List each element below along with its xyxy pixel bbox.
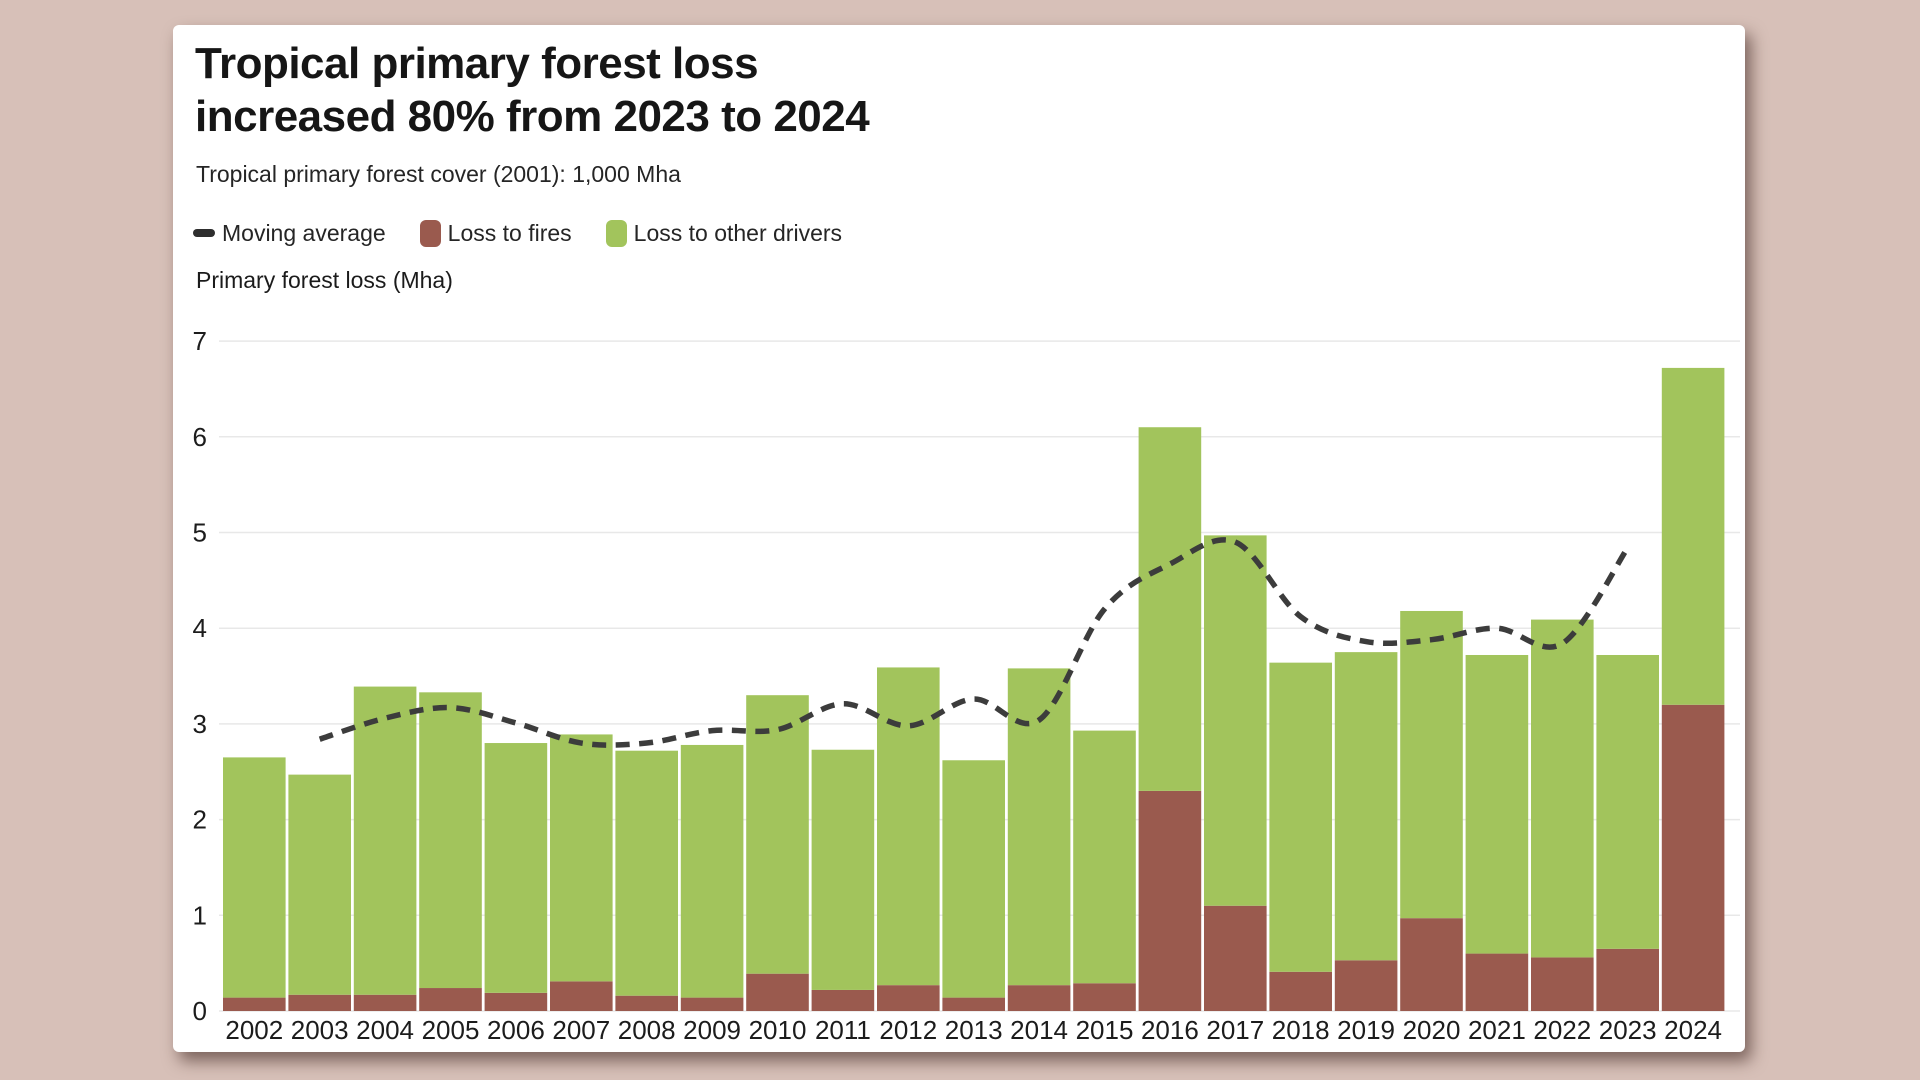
- bar-other-drivers-2004: [353, 686, 417, 995]
- x-tick-label-2020: 2020: [1403, 1015, 1461, 1045]
- bar-other-drivers-2010: [746, 695, 809, 974]
- x-tick-label-2023: 2023: [1599, 1015, 1657, 1045]
- x-tick-label-2003: 2003: [291, 1015, 349, 1045]
- bar-other-drivers-2005: [419, 692, 482, 989]
- x-tick-label-2021: 2021: [1468, 1015, 1526, 1045]
- y-tick-label-5: 5: [193, 518, 207, 548]
- bar-other-drivers-2012: [877, 667, 940, 986]
- bar-fires-2017: [1204, 905, 1267, 1011]
- bar-other-drivers-2011: [811, 749, 875, 990]
- bar-fires-2002: [223, 997, 286, 1011]
- bar-fires-2016: [1138, 790, 1202, 1011]
- bar-other-drivers-2007: [550, 734, 613, 982]
- bar-fires-2024: [1661, 704, 1725, 1011]
- x-tick-label-2004: 2004: [356, 1015, 414, 1045]
- bar-fires-2007: [550, 981, 613, 1011]
- bar-other-drivers-2015: [1073, 730, 1136, 984]
- legend-label-loss-to-fires: Loss to fires: [447, 219, 572, 246]
- y-tick-label-2: 2: [193, 805, 207, 835]
- bar-fires-2011: [811, 989, 875, 1011]
- bar-fires-2020: [1400, 918, 1463, 1011]
- x-tick-label-2022: 2022: [1533, 1015, 1591, 1045]
- bar-fires-2015: [1073, 983, 1136, 1011]
- bar-other-drivers-2006: [484, 743, 548, 993]
- bar-other-drivers-2023: [1596, 654, 1659, 949]
- x-tick-label-2005: 2005: [422, 1015, 480, 1045]
- y-tick-label-3: 3: [193, 709, 207, 739]
- bar-other-drivers-2021: [1465, 654, 1529, 954]
- x-tick-label-2014: 2014: [1010, 1015, 1068, 1045]
- moving-average-line: [318, 537, 1630, 748]
- x-tick-label-2019: 2019: [1337, 1015, 1395, 1045]
- bar-other-drivers-2022: [1531, 619, 1594, 958]
- bar-other-drivers-2019: [1334, 652, 1398, 961]
- bar-other-drivers-2016: [1138, 427, 1202, 791]
- chart-canvas: 0 1 2 3 4 5 6 7 2002 2003 2004 2005 2006 2007 2008 2009…: [193, 326, 1740, 1045]
- chart-title-line2: increased 80% from 2023 to 2024: [195, 92, 870, 141]
- bar-other-drivers-2013: [942, 760, 1005, 998]
- bar-fires-2014: [1007, 985, 1071, 1011]
- chart-card: Tropical primary forest loss increased 8…: [173, 25, 1745, 1052]
- x-tick-label-2010: 2010: [749, 1015, 807, 1045]
- x-tick-label-2006: 2006: [487, 1015, 545, 1045]
- y-tick-label-4: 4: [193, 613, 207, 643]
- bar-fires-2006: [484, 992, 548, 1011]
- bar-fires-2023: [1596, 948, 1659, 1011]
- chart-title-line1: Tropical primary forest loss: [195, 39, 759, 88]
- legend-item-loss-to-fires: Loss to fires: [419, 219, 572, 247]
- bar-other-drivers-2024: [1661, 367, 1725, 705]
- bar-fires-2004: [353, 994, 417, 1011]
- legend-label-moving-average: Moving average: [222, 219, 386, 246]
- legend-item-moving-average: Moving average: [193, 220, 386, 247]
- bar-other-drivers-2009: [680, 744, 744, 998]
- chart-title: Tropical primary forest loss increased 8…: [195, 37, 870, 143]
- bar-other-drivers-2017: [1204, 535, 1267, 906]
- bar-fires-2005: [419, 988, 482, 1011]
- x-tick-label-2011: 2011: [815, 1015, 871, 1045]
- chart-legend: Moving average Loss to fires Loss to oth…: [193, 217, 842, 249]
- bar-other-drivers-2018: [1269, 662, 1332, 972]
- y-axis-title: Primary forest loss (Mha): [196, 267, 453, 293]
- bar-fires-2003: [288, 994, 351, 1011]
- bar-other-drivers-2003: [288, 774, 351, 995]
- loss-to-other-drivers-swatch-icon: [605, 219, 627, 247]
- bar-other-drivers-2002: [223, 757, 286, 998]
- bar-fires-2019: [1334, 960, 1398, 1011]
- y-tick-label-1: 1: [193, 900, 207, 930]
- bar-other-drivers-2014: [1007, 668, 1071, 986]
- bar-fires-2012: [877, 985, 940, 1011]
- x-tick-label-2015: 2015: [1076, 1015, 1134, 1045]
- y-tick-label-6: 6: [193, 422, 207, 452]
- loss-to-fires-swatch-icon: [419, 219, 441, 247]
- chart-subtitle: Tropical primary forest cover (2001): 1,…: [196, 161, 681, 187]
- bar-fires-2022: [1531, 957, 1594, 1011]
- y-tick-label-7: 7: [193, 326, 207, 356]
- bar-fires-2021: [1465, 953, 1529, 1011]
- y-tick-label-0: 0: [193, 996, 207, 1026]
- bar-other-drivers-2020: [1400, 610, 1463, 919]
- x-tick-label-2013: 2013: [945, 1015, 1003, 1045]
- bar-fires-2018: [1269, 971, 1332, 1011]
- legend-label-loss-to-other-drivers: Loss to other drivers: [633, 219, 843, 246]
- bar-fires-2008: [615, 995, 678, 1011]
- bar-fires-2013: [942, 997, 1005, 1011]
- x-tick-label-2017: 2017: [1206, 1015, 1264, 1045]
- legend-item-loss-to-other-drivers: Loss to other drivers: [605, 219, 843, 247]
- x-tick-label-2009: 2009: [683, 1015, 741, 1045]
- x-tick-label-2008: 2008: [618, 1015, 676, 1045]
- x-tick-label-2007: 2007: [552, 1015, 610, 1045]
- x-tick-label-2016: 2016: [1141, 1015, 1199, 1045]
- moving-average-dash-icon: [193, 229, 215, 237]
- bar-other-drivers-2008: [615, 750, 678, 996]
- bar-fires-2009: [680, 997, 744, 1011]
- x-tick-label-2024: 2024: [1664, 1015, 1722, 1045]
- x-tick-label-2018: 2018: [1272, 1015, 1330, 1045]
- x-tick-label-2002: 2002: [225, 1015, 283, 1045]
- bar-fires-2010: [746, 973, 809, 1011]
- x-tick-label-2012: 2012: [879, 1015, 937, 1045]
